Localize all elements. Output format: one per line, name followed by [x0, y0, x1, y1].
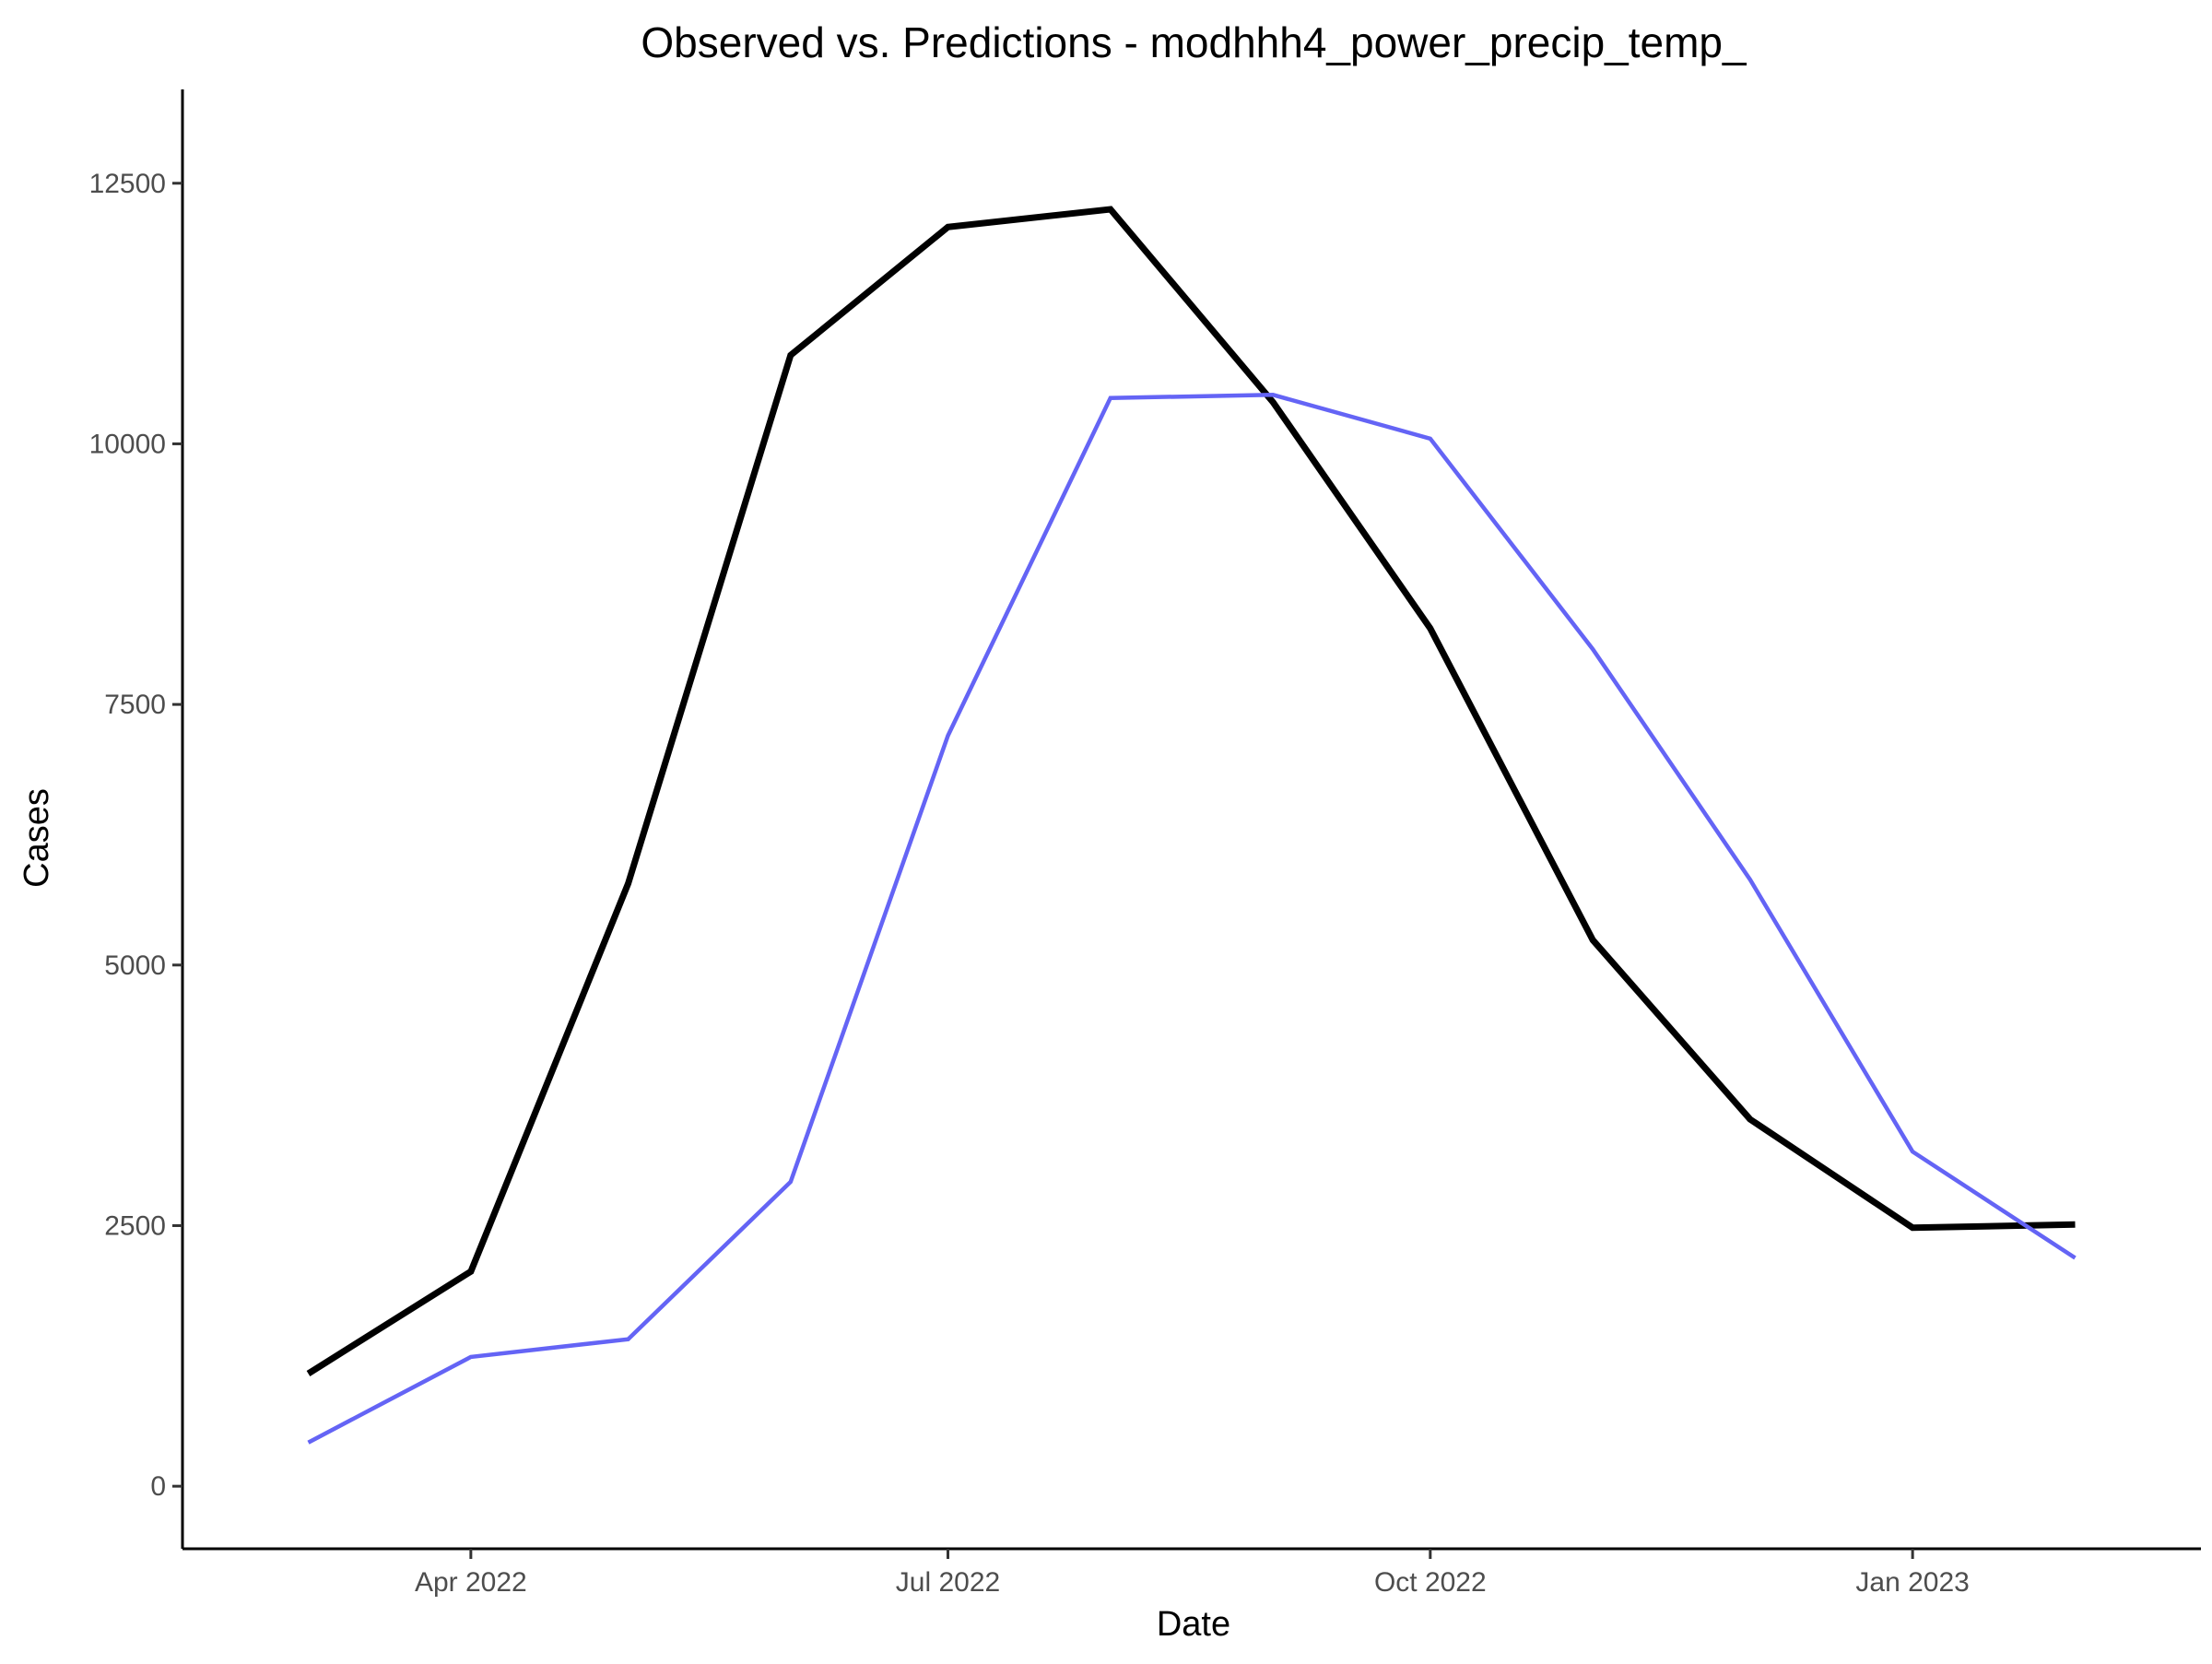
y-axis-title: Cases [18, 788, 56, 888]
y-tick-label: 12500 [89, 169, 166, 199]
y-tick-label: 7500 [104, 690, 166, 720]
plot-area: 0 2500 5000 7500 10000 12500 Apr 2022 Jul 2022 O… [89, 89, 2201, 1598]
chart-title: Observed vs. Predictions - modhhh4_power… [641, 18, 1747, 66]
y-tick-label: 10000 [89, 429, 166, 459]
x-tick-label: Jul 2022 [896, 1567, 1000, 1598]
series-line-1 [309, 209, 2076, 1374]
y-tick-label: 2500 [104, 1210, 166, 1241]
x-axis-title: Date [1157, 1605, 1230, 1644]
series-line-2 [309, 395, 2076, 1442]
y-tick-label: 0 [150, 1471, 166, 1502]
x-tick-label: Oct 2022 [1374, 1567, 1487, 1598]
x-tick-label: Jan 2023 [1855, 1567, 1969, 1598]
x-tick-label: Apr 2022 [415, 1567, 527, 1598]
y-tick-label: 5000 [104, 950, 166, 981]
